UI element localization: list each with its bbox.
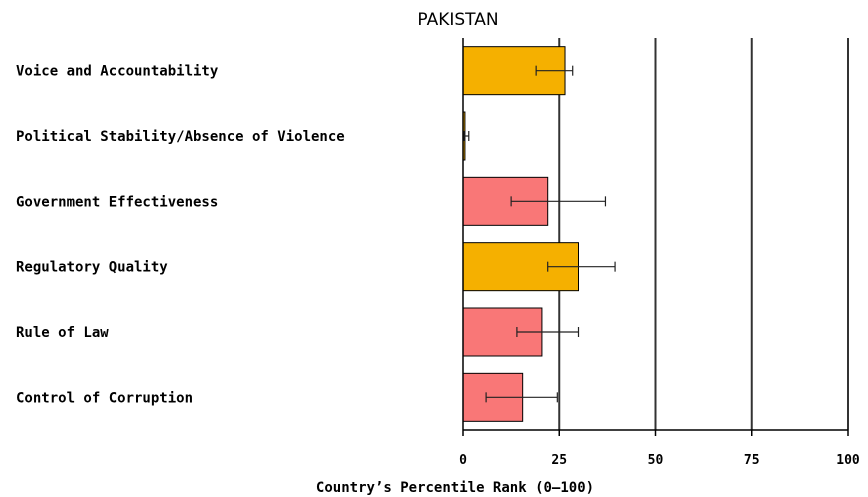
x-tick-label: 25 bbox=[551, 453, 567, 468]
x-tick-label: 75 bbox=[744, 453, 760, 468]
chart-title: PAKISTAN bbox=[417, 10, 498, 30]
category-label: Voice and Accountability bbox=[16, 64, 219, 80]
category-label: Government Effectiveness bbox=[16, 194, 218, 210]
x-axis-label: Country’s Percentile Rank (0–100) bbox=[316, 480, 594, 496]
category-label: Control of Corruption bbox=[16, 390, 193, 406]
category-label: Rule of Law bbox=[16, 325, 109, 341]
x-axis: 0 25 50 75 100 bbox=[459, 38, 860, 468]
x-tick-label: 50 bbox=[648, 453, 664, 468]
category-labels: Voice and Accountability Political Stabil… bbox=[16, 64, 345, 407]
x-tick-label: 0 bbox=[459, 453, 467, 468]
gridlines bbox=[558, 38, 849, 430]
x-tick-label: 100 bbox=[836, 453, 860, 468]
error-bars bbox=[463, 65, 616, 403]
category-label: Political Stability/Absence of Violence bbox=[16, 129, 345, 145]
bars bbox=[462, 46, 579, 422]
category-label: Regulatory Quality bbox=[16, 260, 168, 276]
